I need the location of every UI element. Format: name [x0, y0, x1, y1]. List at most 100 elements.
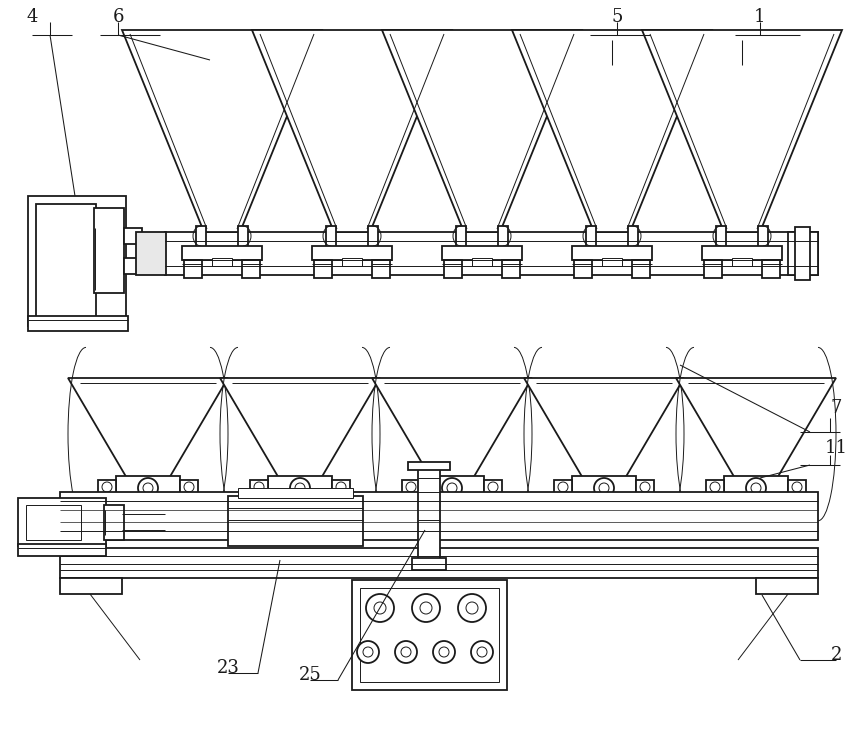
- Circle shape: [599, 483, 609, 493]
- Bar: [312, 246, 392, 260]
- Bar: [762, 260, 780, 278]
- Circle shape: [477, 647, 487, 657]
- Bar: [402, 480, 420, 494]
- Bar: [184, 260, 202, 278]
- Circle shape: [254, 482, 264, 492]
- Circle shape: [138, 478, 158, 498]
- Bar: [26, 505, 81, 540]
- Bar: [602, 258, 622, 266]
- Bar: [472, 258, 492, 266]
- Bar: [136, 232, 166, 275]
- Circle shape: [184, 482, 194, 492]
- Bar: [574, 260, 592, 278]
- Bar: [788, 480, 806, 494]
- Circle shape: [433, 641, 455, 663]
- Polygon shape: [524, 378, 684, 480]
- Bar: [18, 498, 106, 546]
- Circle shape: [406, 482, 416, 492]
- Bar: [420, 476, 484, 498]
- Bar: [139, 498, 157, 510]
- Bar: [104, 505, 124, 540]
- Polygon shape: [382, 30, 582, 232]
- Bar: [788, 232, 818, 275]
- Circle shape: [640, 482, 650, 492]
- Circle shape: [751, 483, 761, 493]
- Circle shape: [295, 483, 305, 493]
- Bar: [28, 196, 126, 326]
- Circle shape: [290, 478, 310, 498]
- Bar: [628, 226, 638, 250]
- Text: 11: 11: [824, 439, 848, 457]
- Bar: [165, 232, 818, 275]
- Bar: [360, 588, 499, 682]
- Bar: [238, 226, 248, 250]
- Bar: [444, 260, 462, 278]
- Circle shape: [412, 594, 440, 622]
- Bar: [484, 480, 502, 494]
- Bar: [595, 498, 613, 510]
- Text: 2: 2: [830, 646, 842, 664]
- Bar: [291, 498, 309, 510]
- Circle shape: [143, 483, 153, 493]
- Bar: [586, 226, 596, 250]
- Circle shape: [746, 478, 766, 498]
- Bar: [36, 204, 96, 319]
- Bar: [572, 476, 636, 498]
- Bar: [238, 488, 353, 498]
- Circle shape: [102, 482, 112, 492]
- Bar: [250, 480, 268, 494]
- Bar: [632, 260, 650, 278]
- Circle shape: [458, 594, 486, 622]
- Circle shape: [488, 482, 498, 492]
- Bar: [94, 208, 124, 293]
- Bar: [418, 465, 440, 560]
- Text: 7: 7: [830, 399, 842, 417]
- Bar: [716, 226, 726, 250]
- Polygon shape: [252, 30, 452, 232]
- Polygon shape: [220, 378, 380, 480]
- Bar: [412, 558, 446, 570]
- Bar: [502, 260, 520, 278]
- Bar: [795, 227, 810, 280]
- Text: 1: 1: [754, 8, 766, 26]
- Circle shape: [401, 647, 411, 657]
- Bar: [758, 226, 768, 250]
- Circle shape: [447, 483, 457, 493]
- Bar: [706, 480, 724, 494]
- Bar: [372, 260, 390, 278]
- Bar: [408, 462, 450, 470]
- Text: 4: 4: [26, 8, 38, 26]
- Bar: [332, 480, 350, 494]
- Bar: [60, 578, 122, 594]
- Bar: [18, 544, 106, 556]
- Polygon shape: [512, 30, 712, 232]
- Text: 25: 25: [298, 666, 322, 684]
- Bar: [268, 476, 332, 498]
- Bar: [228, 496, 363, 546]
- Bar: [212, 258, 232, 266]
- Polygon shape: [68, 378, 228, 480]
- Bar: [747, 498, 765, 510]
- Bar: [724, 476, 788, 498]
- Text: 23: 23: [216, 659, 240, 677]
- Bar: [116, 476, 180, 498]
- Bar: [98, 480, 116, 494]
- Bar: [124, 228, 142, 244]
- Circle shape: [366, 594, 394, 622]
- Circle shape: [336, 482, 346, 492]
- Bar: [702, 246, 782, 260]
- Bar: [326, 226, 336, 250]
- Bar: [572, 246, 652, 260]
- Circle shape: [471, 641, 493, 663]
- Bar: [352, 580, 507, 690]
- Circle shape: [594, 478, 614, 498]
- Bar: [368, 226, 378, 250]
- Bar: [342, 258, 362, 266]
- Circle shape: [395, 641, 417, 663]
- Bar: [636, 480, 654, 494]
- Bar: [554, 480, 572, 494]
- Circle shape: [558, 482, 568, 492]
- Bar: [442, 246, 522, 260]
- Circle shape: [363, 647, 373, 657]
- Polygon shape: [676, 378, 836, 480]
